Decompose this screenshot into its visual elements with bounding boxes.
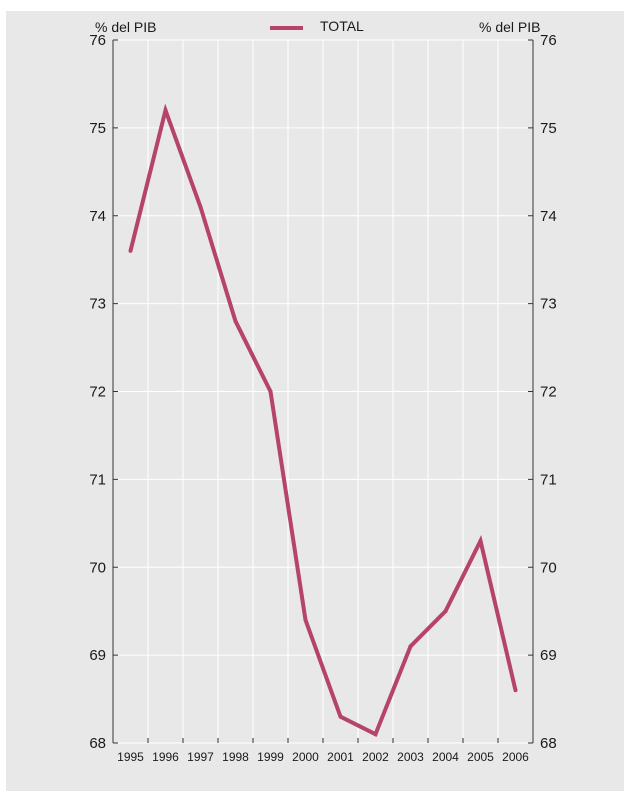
- y-axis-label-right: % del PIB: [479, 19, 540, 35]
- y-tick-label-left: 76: [89, 32, 106, 49]
- data-point: [268, 389, 273, 394]
- legend: TOTAL: [270, 18, 364, 34]
- y-tick-label-left: 74: [89, 208, 106, 225]
- y-tick-label-right: 73: [540, 296, 557, 313]
- y-ticks-right: 68 69 70 71 72 73 74 75 76: [528, 32, 557, 752]
- x-tick-label: 2004: [432, 750, 459, 764]
- data-point: [443, 609, 448, 614]
- data-point: [478, 538, 483, 543]
- data-point: [163, 108, 168, 113]
- x-tick-label: 1996: [152, 750, 179, 764]
- y-tick-label-right: 76: [540, 32, 557, 49]
- x-ticks: 1995 1996 1997 1998 1999 2000 2001 2002 2003 2004…: [117, 738, 529, 764]
- y-tick-label-left: 70: [89, 559, 106, 576]
- data-point: [513, 688, 518, 693]
- y-axis-label-left: % del PIB: [95, 19, 156, 35]
- legend-label: TOTAL: [320, 18, 364, 34]
- x-tick-label: 2005: [467, 750, 494, 764]
- y-tick-label-right: 68: [540, 735, 557, 752]
- x-tick-label: 2001: [327, 750, 354, 764]
- x-tick-label: 2000: [292, 750, 319, 764]
- y-tick-label-left: 75: [89, 120, 106, 137]
- gridlines: [113, 39, 533, 744]
- y-ticks-left: 68 69 70 71 72 73 74 75 76: [89, 32, 118, 752]
- data-point: [128, 248, 133, 253]
- y-tick-label-right: 70: [540, 559, 557, 576]
- y-tick-label-left: 68: [89, 735, 106, 752]
- data-point: [408, 644, 413, 649]
- y-tick-label-right: 75: [540, 120, 557, 137]
- x-tick-label: 1998: [222, 750, 249, 764]
- y-tick-label-right: 74: [540, 208, 557, 225]
- y-tick-label-left: 71: [89, 471, 106, 488]
- y-tick-label-left: 69: [89, 647, 106, 664]
- data-point: [338, 714, 343, 719]
- x-tick-label: 2002: [362, 750, 389, 764]
- x-tick-label: 2006: [502, 750, 529, 764]
- x-tick-label: 1999: [257, 750, 284, 764]
- series-line-total: [128, 103, 518, 737]
- y-tick-label-right: 71: [540, 471, 557, 488]
- series-layer: [128, 103, 518, 737]
- y-tick-label-right: 72: [540, 384, 557, 401]
- data-point: [198, 204, 203, 209]
- x-tick-label: 1995: [117, 750, 144, 764]
- data-point: [233, 319, 238, 324]
- y-tick-label-left: 72: [89, 384, 106, 401]
- data-point: [373, 732, 378, 737]
- chart-background: [6, 11, 624, 791]
- data-point: [303, 617, 308, 622]
- y-tick-label-left: 73: [89, 296, 106, 313]
- y-tick-label-right: 69: [540, 647, 557, 664]
- x-tick-label: 2003: [397, 750, 424, 764]
- x-tick-label: 1997: [187, 750, 214, 764]
